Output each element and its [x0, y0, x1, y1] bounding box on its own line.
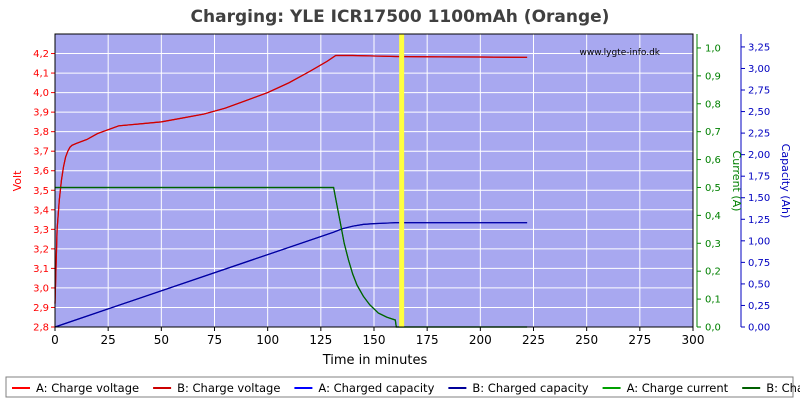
legend-box [5, 376, 794, 398]
marker-band [399, 34, 405, 327]
legend-label: A: Charged capacity [318, 381, 434, 395]
capacity-tick-label: 3,25 [748, 42, 770, 53]
x-tick-label: 25 [101, 333, 116, 347]
current-tick-label: 0,4 [705, 211, 721, 222]
capacity-axis-label: Capacity (Ah) [779, 144, 792, 219]
x-tick-label: 225 [522, 333, 545, 347]
voltage-tick-label: 2,8 [33, 323, 49, 334]
voltage-tick-label: 3,5 [33, 186, 49, 197]
current-axis-label: Current (A) [730, 151, 743, 212]
capacity-tick-label: 2,50 [748, 107, 770, 118]
capacity-tick-label: 0,00 [748, 323, 770, 334]
current-tick-label: 0,3 [705, 239, 721, 250]
capacity-tick-label: 1,50 [748, 193, 770, 204]
voltage-axis-label: Volt [11, 170, 24, 191]
voltage-tick-label: 3,1 [33, 264, 49, 275]
voltage-tick-label: 3,0 [33, 283, 49, 294]
current-tick-label: 0,5 [705, 183, 721, 194]
voltage-tick-label: 3,8 [33, 127, 49, 138]
x-tick-label: 175 [416, 333, 439, 347]
voltage-tick-label: 3,6 [33, 166, 49, 177]
current-tick-label: 0,7 [705, 127, 721, 138]
capacity-tick-label: 1,75 [748, 172, 770, 183]
current-tick-label: 0,1 [705, 295, 721, 306]
capacity-tick-label: 0,25 [748, 301, 770, 312]
current-tick-label: 0,0 [705, 323, 721, 334]
x-tick-label: 100 [256, 333, 279, 347]
x-tick-label: 150 [363, 333, 386, 347]
voltage-tick-label: 4,2 [33, 49, 49, 60]
watermark: www.lygte-info.dk [580, 48, 661, 58]
current-tick-label: 0,2 [705, 267, 721, 278]
legend-label: B: Charged capacity [472, 381, 588, 395]
x-tick-label: 300 [682, 333, 705, 347]
x-tick-label: 275 [628, 333, 651, 347]
capacity-tick-label: 2,00 [748, 150, 770, 161]
capacity-tick-label: 1,00 [748, 236, 770, 247]
capacity-tick-label: 0,75 [748, 258, 770, 269]
capacity-tick-label: 1,25 [748, 215, 770, 226]
plot-frame [54, 33, 694, 328]
voltage-tick-label: 3,7 [33, 147, 49, 158]
series-line [54, 222, 528, 328]
current-tick-label: 1,0 [705, 43, 721, 54]
voltage-tick-label: 3,9 [33, 108, 49, 119]
x-axis-label: Time in minutes [322, 353, 428, 368]
voltage-tick-label: 3,4 [33, 205, 49, 216]
capacity-tick-label: 2,25 [748, 129, 770, 140]
x-tick-label: 250 [575, 333, 598, 347]
x-tick-label: 200 [469, 333, 492, 347]
series-line [55, 186, 528, 328]
series-line [54, 54, 528, 304]
voltage-tick-label: 2,9 [33, 303, 49, 314]
current-tick-label: 0,6 [705, 155, 721, 166]
x-tick-label: 0 [51, 333, 59, 347]
capacity-tick-label: 2,75 [748, 86, 770, 97]
x-tick-label: 125 [309, 333, 332, 347]
x-tick-label: 75 [207, 333, 222, 347]
x-tick-label: 50 [154, 333, 169, 347]
legend-label: A: Charge current [627, 381, 729, 395]
legend-label: A: Charge voltage [36, 381, 139, 395]
voltage-tick-label: 3,2 [33, 244, 49, 255]
legend-label: B: Charge current [766, 381, 800, 395]
voltage-tick-label: 4,0 [33, 88, 49, 99]
legend-label: B: Charge voltage [177, 381, 280, 395]
chart-title: Charging: YLE ICR17500 1100mAh (Orange) [191, 7, 610, 27]
voltage-tick-label: 4,1 [33, 69, 49, 80]
capacity-tick-label: 3,00 [748, 64, 770, 75]
current-tick-label: 0,9 [705, 71, 721, 82]
current-tick-label: 0,8 [705, 99, 721, 110]
voltage-tick-label: 3,3 [33, 225, 49, 236]
capacity-tick-label: 0,50 [748, 279, 770, 290]
